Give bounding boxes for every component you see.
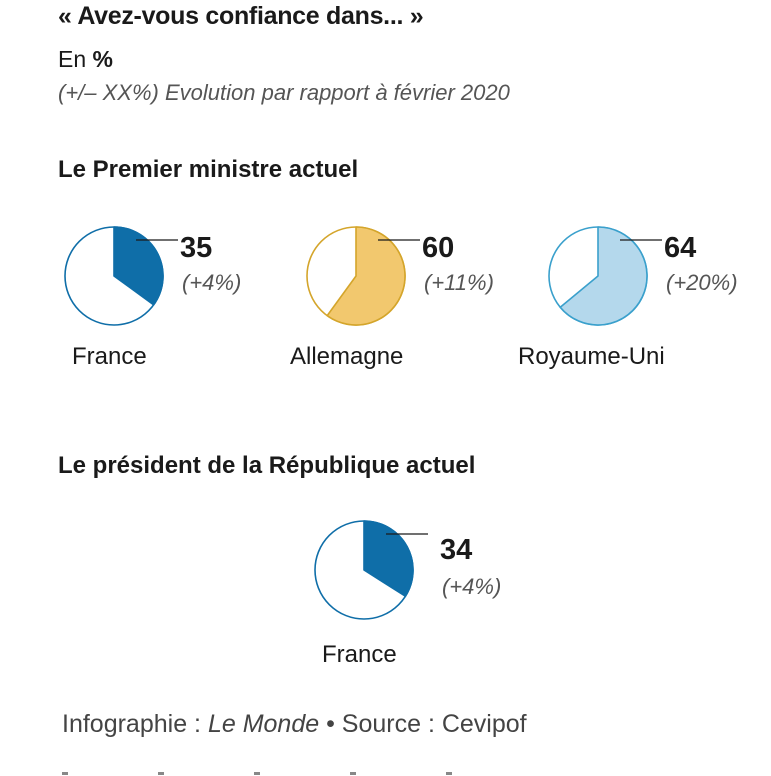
section-title-premier-ministre: Le Premier ministre actuel <box>58 156 359 183</box>
label-pm-allemagne: Allemagne <box>290 343 404 370</box>
cropped-text-remnant <box>62 762 582 776</box>
unit-line: En % <box>58 46 113 73</box>
infographic: « Avez-vous confiance dans... » En % (+/… <box>16 0 771 776</box>
chart-title: « Avez-vous confiance dans... » <box>58 2 424 30</box>
label-president-france: France <box>322 641 397 668</box>
credits-source: Source : Cevipof <box>341 710 527 738</box>
pie-slice-pm-france <box>113 226 164 306</box>
change-pm-allemagne: (+11%) <box>424 270 494 295</box>
pie-pm-france <box>64 226 178 326</box>
credits-footer: Infographie : Le Monde • Source : Cevipo… <box>62 710 527 739</box>
unit-prefix: En <box>58 46 87 72</box>
value-president-france: 34 <box>440 534 473 566</box>
pie-slice-pm-royaume-uni <box>559 226 648 326</box>
label-pm-royaume-uni: Royaume-Uni <box>518 343 665 370</box>
change-pm-royaume-uni: (+20%) <box>666 270 738 295</box>
chart-subtitle: (+/– XX%) Evolution par rapport à févrie… <box>58 80 510 105</box>
credits-separator: • <box>319 710 342 738</box>
value-pm-allemagne: 60 <box>422 232 455 264</box>
change-president-france: (+4%) <box>442 574 502 599</box>
credits-outlet: Le Monde <box>207 710 320 738</box>
label-pm-france: France <box>72 343 147 370</box>
section-title-president: Le président de la République actuel <box>58 452 476 479</box>
pie-pm-royaume-uni <box>548 226 662 326</box>
change-pm-france: (+4%) <box>182 270 242 295</box>
pie-pm-allemagne <box>306 226 420 326</box>
unit-symbol: % <box>92 46 113 72</box>
value-pm-france: 35 <box>180 232 213 264</box>
credits-prefix: Infographie : <box>62 710 208 738</box>
pie-president-france <box>314 520 428 620</box>
pie-slice-president-france <box>363 520 414 598</box>
pie-slice-pm-allemagne <box>326 226 406 326</box>
value-pm-royaume-uni: 64 <box>664 232 697 264</box>
